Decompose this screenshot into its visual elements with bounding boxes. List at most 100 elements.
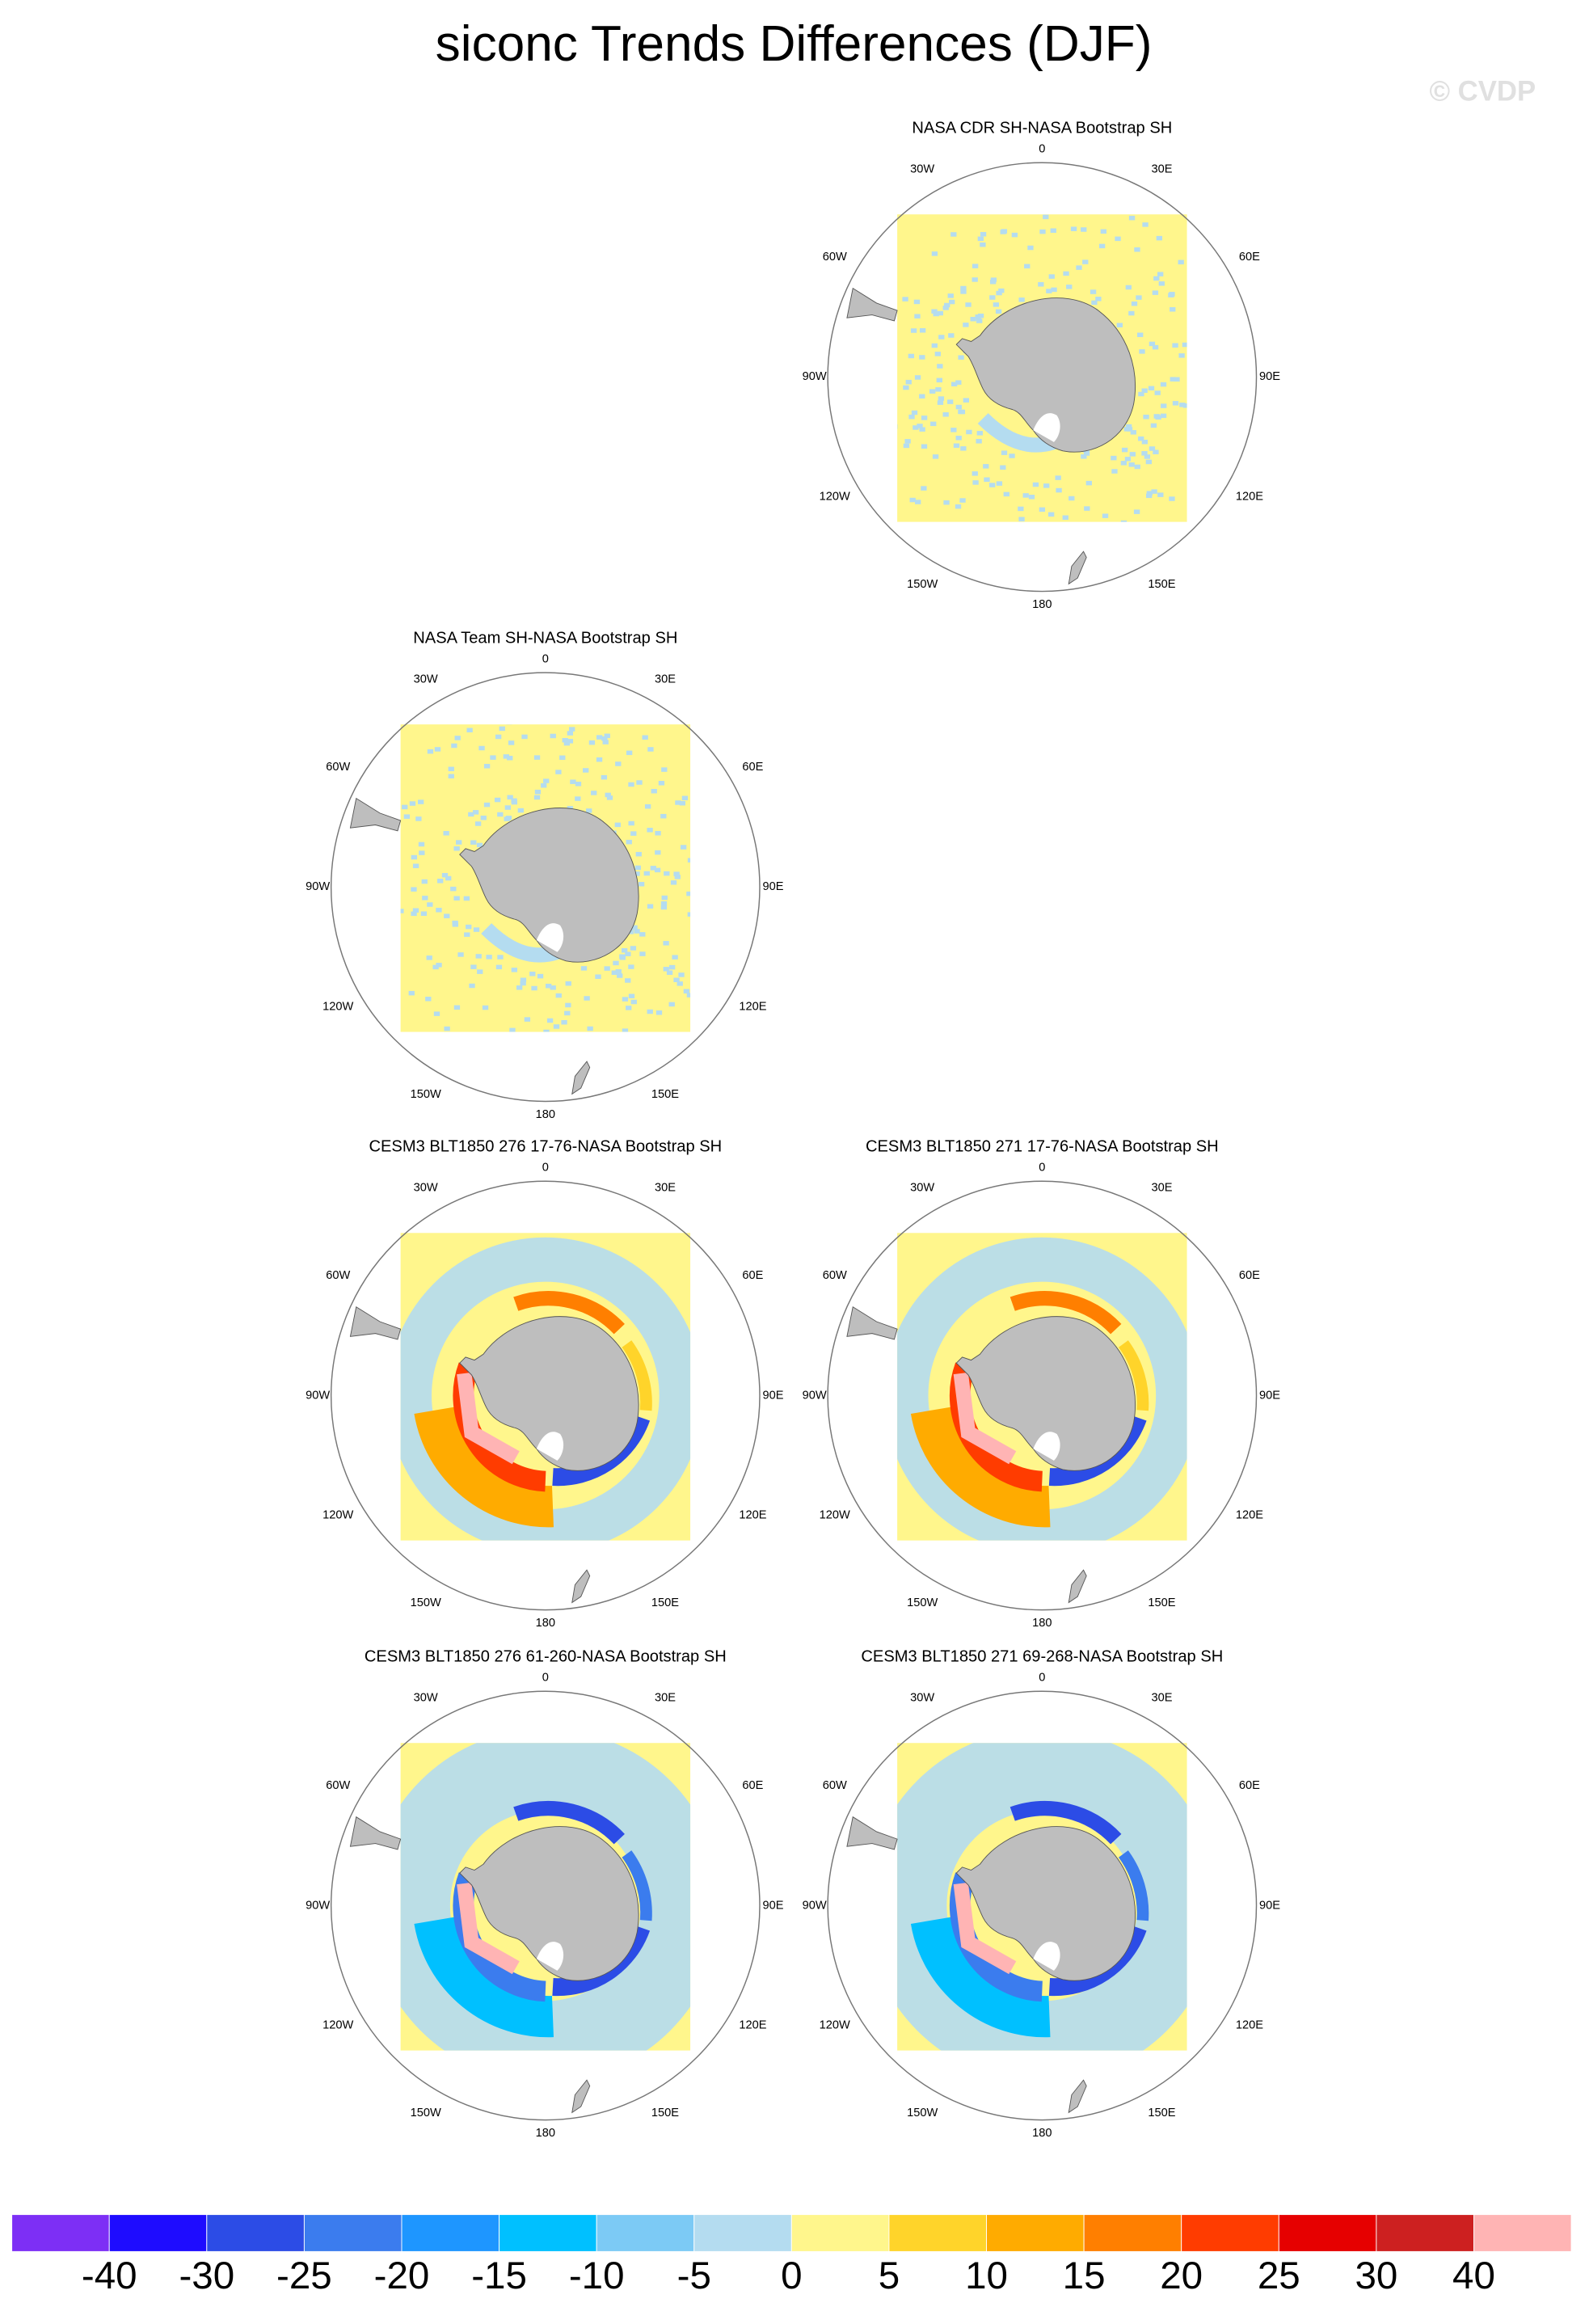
anomaly-cell [1194, 458, 1199, 462]
anomaly-cell [1055, 475, 1061, 480]
anomaly-cell [518, 1069, 524, 1073]
lon-label: 150W [907, 578, 938, 591]
anomaly-cell [1081, 454, 1087, 459]
anomaly-cell [1150, 423, 1157, 428]
anomaly-cell [1062, 515, 1068, 521]
anomaly-cell [674, 875, 681, 879]
lon-label: 90E [1259, 1899, 1280, 1912]
lon-label: 150E [1148, 2107, 1175, 2119]
anomaly-cell [628, 964, 634, 969]
anomaly-cell [1039, 206, 1044, 210]
panel-title: CESM3 BLT1850 276 17-76-NASA Bootstrap S… [369, 1138, 722, 1156]
anomaly-cell [411, 911, 417, 917]
anomaly-cell [448, 774, 454, 778]
anomaly-cell [550, 733, 556, 739]
antarctica [459, 1316, 639, 1471]
anomaly-cell [614, 822, 621, 828]
anomaly-cell [714, 908, 719, 912]
anomaly-cell [970, 316, 976, 322]
anomaly-cell [1046, 289, 1052, 293]
anomaly-cell [521, 734, 528, 740]
lon-label: 150E [1148, 578, 1175, 591]
lon-label: 60W [326, 1269, 350, 1282]
anomaly-cell [497, 955, 504, 960]
map-panel: CESM3 BLT1850 271 69-268-NASA Bootstrap … [803, 1647, 1281, 2139]
anomaly-cell [644, 803, 651, 809]
lon-label: 120E [1236, 1508, 1263, 1521]
anomaly-cell [686, 891, 691, 896]
anomaly-cell [477, 969, 483, 974]
anomaly-cell [565, 1002, 571, 1008]
anomaly-cell [953, 443, 960, 449]
anomaly-cell [1128, 215, 1136, 221]
anomaly-cell [630, 946, 637, 951]
anomaly-cell [972, 264, 979, 268]
anomaly-cell [643, 871, 650, 876]
new-zealand [1068, 1569, 1087, 1604]
lon-label: 30W [910, 163, 934, 176]
anomaly-patch [414, 1406, 554, 1528]
anomaly-cell [626, 839, 632, 845]
anomaly-cell [1123, 427, 1131, 432]
anomaly-cell [565, 981, 571, 986]
anomaly-cell [669, 964, 676, 970]
anomaly-cell [469, 983, 475, 989]
anomaly-cell [687, 858, 691, 863]
anomaly-cell [546, 1018, 554, 1023]
anomaly-cell [434, 747, 441, 752]
lon-label: 90W [306, 1389, 330, 1402]
anomaly-cell [1128, 462, 1135, 467]
anomaly-field [867, 206, 1230, 531]
anomaly-ring [897, 1743, 1187, 2051]
colorbar-box [888, 2214, 987, 2252]
map-panel: NASA Team SH-NASA Bootstrap SH 0 30E 60E 90E… [306, 629, 784, 1120]
anomaly-cell [575, 782, 582, 787]
anomaly-cell [647, 828, 653, 833]
anomaly-cell [1018, 517, 1025, 522]
colorbar-label: 5 [879, 2254, 900, 2297]
lon-label: 180 [1032, 598, 1052, 611]
anomaly-cell [976, 439, 982, 444]
anomaly-cell [938, 527, 943, 531]
anomaly-cell [1224, 382, 1230, 386]
anomaly-cell [996, 290, 1002, 296]
lon-label: 0 [1039, 143, 1045, 156]
anomaly-cell [497, 812, 504, 817]
anomaly-cell [1138, 436, 1144, 441]
lon-label: 150E [651, 1596, 679, 1609]
anomaly-cell [475, 954, 482, 959]
anomaly-cell [887, 440, 892, 444]
anomaly-cell [630, 999, 637, 1005]
anomaly-cell [1144, 454, 1151, 459]
lon-label: 120W [322, 2018, 353, 2031]
anomaly-cell [448, 766, 454, 772]
colorbar-label: 40 [1452, 2254, 1495, 2297]
lon-label: 90E [762, 1389, 783, 1402]
anomaly-cell [520, 981, 526, 986]
anomaly-cell [507, 755, 513, 761]
anomaly-cell [1124, 457, 1132, 462]
anomaly-cell [692, 822, 698, 826]
new-zealand [571, 2079, 591, 2114]
anomaly-cell [1018, 506, 1024, 512]
lon-label: 120E [1236, 2018, 1263, 2031]
anomaly-cell [919, 328, 926, 333]
lon-label: 30W [414, 1182, 438, 1195]
anomaly-cell [1145, 459, 1152, 465]
anomaly-cell [1146, 491, 1153, 496]
anomaly-cell [1160, 382, 1167, 387]
antarctica [955, 297, 1136, 453]
anomaly-cell [972, 480, 979, 485]
panel-title: NASA Team SH-NASA Bootstrap SH [413, 629, 677, 647]
anomaly-cell [867, 424, 873, 428]
anomaly-cell [935, 387, 942, 392]
anomaly-cell [1139, 349, 1145, 354]
anomaly-cell [1043, 483, 1050, 488]
anomaly-cell [950, 382, 958, 386]
anomaly-cell [1160, 413, 1167, 419]
anomaly-cell [911, 410, 918, 415]
anomaly-cell [698, 838, 703, 842]
anomaly-cell [476, 842, 483, 848]
anomaly-cell [1172, 343, 1178, 348]
anomaly-cell [673, 871, 680, 876]
